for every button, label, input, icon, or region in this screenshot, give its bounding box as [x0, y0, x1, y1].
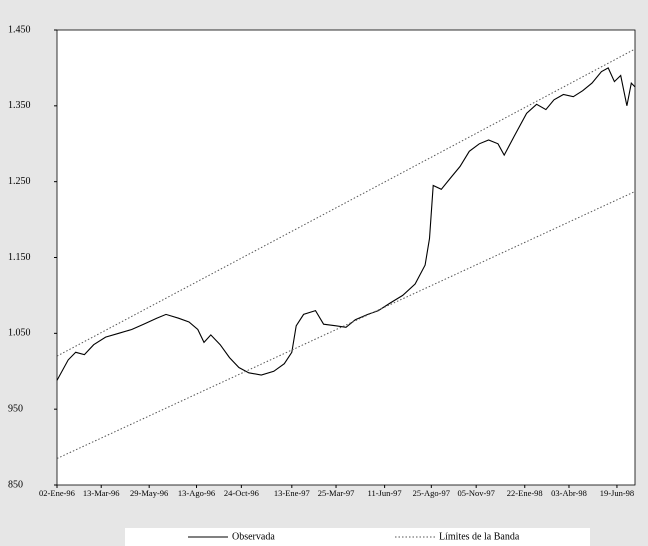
y-tick-label: 950 [8, 403, 23, 414]
x-tick-label: 05-Nov-97 [458, 488, 495, 498]
legend-label: Límites de la Banda [439, 531, 520, 542]
y-tick-label: 850 [8, 479, 23, 490]
band-line [56, 191, 636, 459]
x-tick-label: 13-Mar-96 [83, 488, 120, 498]
y-tick-label: 1.250 [8, 176, 31, 187]
x-tick-label: 19-Jun-98 [600, 488, 634, 498]
y-tick-label: 1.350 [8, 100, 31, 111]
x-tick-label: 02-Ene-96 [39, 488, 75, 498]
plot-area [56, 29, 636, 486]
x-tick-label: 22-Ene-98 [507, 488, 543, 498]
y-tick-label: 1.150 [8, 252, 31, 263]
x-tick-label: 11-Jun-97 [368, 488, 402, 498]
x-tick-label: 25-Mar-97 [318, 488, 355, 498]
x-tick-label: 29-May-96 [130, 488, 168, 498]
x-tick-label: 13-Ago-96 [178, 488, 215, 498]
y-tick-label: 1.050 [8, 328, 31, 339]
x-tick-label: 25-Ago-97 [413, 488, 450, 498]
series-line [56, 67, 636, 381]
legend [125, 528, 590, 546]
x-tick-label: 24-Oct-96 [224, 488, 259, 498]
x-tick-label: 13-Ene-97 [274, 488, 310, 498]
band-line [56, 48, 636, 357]
y-tick-label: 1.450 [8, 24, 31, 35]
x-tick-label: 03-Abr-98 [551, 488, 587, 498]
legend-label: Observada [232, 531, 275, 542]
